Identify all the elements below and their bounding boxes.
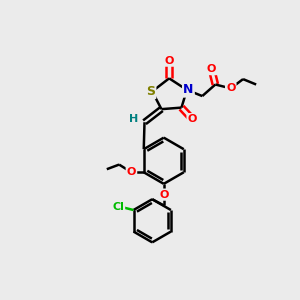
Text: O: O — [226, 83, 236, 93]
Text: O: O — [207, 64, 216, 74]
Text: O: O — [127, 167, 136, 177]
Text: S: S — [146, 85, 155, 98]
Text: O: O — [164, 56, 174, 66]
Text: O: O — [188, 114, 197, 124]
Text: O: O — [159, 190, 168, 200]
Text: N: N — [183, 83, 194, 96]
Text: Cl: Cl — [112, 202, 124, 212]
Text: H: H — [129, 114, 138, 124]
